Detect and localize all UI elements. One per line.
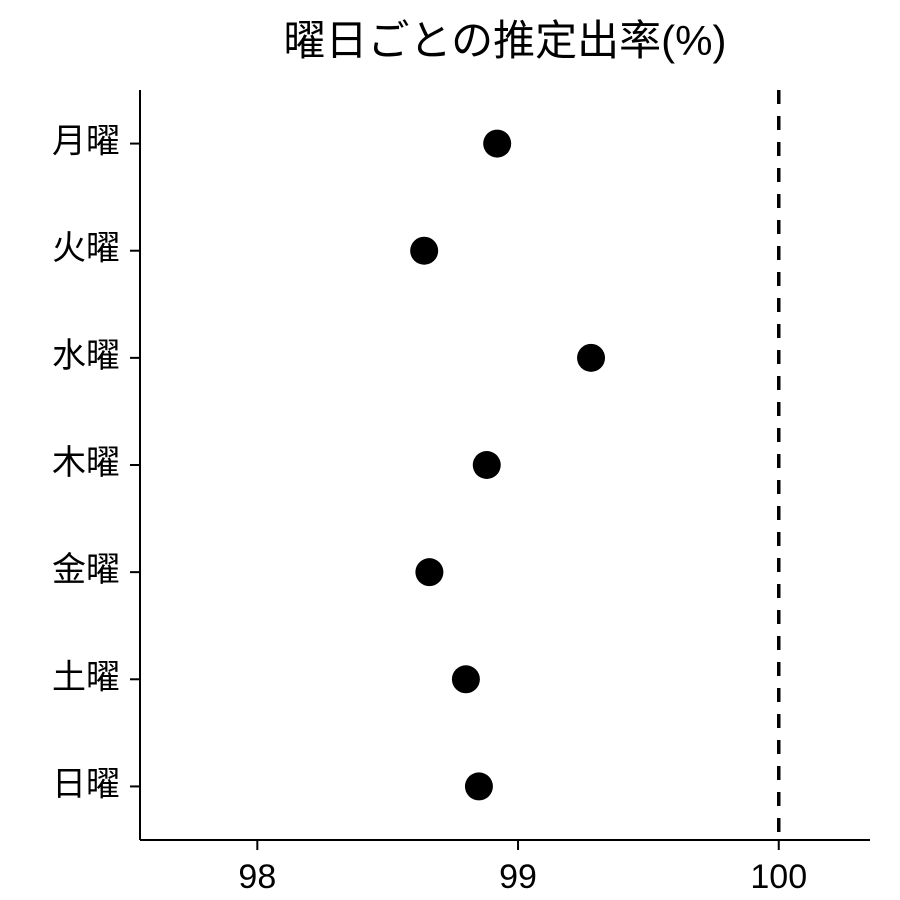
- data-point: [483, 130, 511, 158]
- y-tick-label: 日曜: [52, 765, 120, 803]
- data-point: [410, 237, 438, 265]
- x-tick-label: 98: [238, 858, 276, 896]
- y-tick-label: 金曜: [52, 551, 120, 589]
- data-point: [473, 451, 501, 479]
- dot-chart: 曜日ごとの推定出率(%) 月曜火曜水曜木曜金曜土曜日曜 98 99 100: [0, 0, 900, 900]
- y-tick-label: 水曜: [52, 337, 120, 375]
- y-tick-label: 木曜: [52, 444, 120, 482]
- data-point: [415, 558, 443, 586]
- data-point: [577, 344, 605, 372]
- y-tick-label: 月曜: [52, 123, 120, 161]
- y-tick-label: 土曜: [52, 658, 120, 696]
- data-point: [452, 665, 480, 693]
- x-tick-label: 100: [750, 858, 807, 896]
- x-tick-label: 99: [499, 858, 537, 896]
- chart-background: [0, 0, 900, 900]
- chart-title: 曜日ごとの推定出率(%): [284, 17, 727, 64]
- data-point: [465, 772, 493, 800]
- y-tick-label: 火曜: [52, 230, 120, 268]
